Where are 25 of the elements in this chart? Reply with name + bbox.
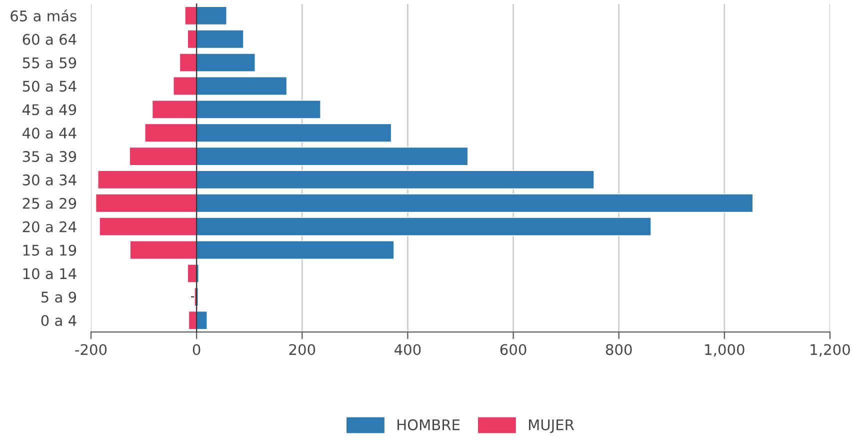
y-tick-label: 50 a 54: [22, 80, 76, 92]
y-tick-label: 65 a más: [10, 10, 76, 22]
y-tick-label: 45 a 49: [22, 104, 76, 116]
legend-label: HOMBRE: [398, 419, 460, 430]
y-tick-label: 20 a 24: [22, 221, 76, 232]
y-tick-label: 55 a 59: [22, 57, 76, 68]
y-tick-label: 0 a 4: [41, 315, 76, 326]
x-tick-label: 200: [289, 344, 316, 356]
y-tick-label: 35 a 39: [22, 151, 76, 162]
y-tick-label: 10 a 14: [23, 268, 76, 280]
y-tick-label: 40 a 44: [22, 128, 76, 139]
legend-label: MUJER: [529, 419, 574, 434]
x-tick-label: 0: [192, 344, 200, 356]
y-tick-label: 15 a 19: [23, 244, 76, 256]
bar: [187, 264, 197, 283]
x-tick-label: -200: [75, 344, 107, 356]
x-tick-label: 600: [500, 344, 526, 356]
x-tick-label: 1,200: [810, 344, 850, 357]
y-tick-label: 25 a 29: [22, 198, 76, 209]
y-tick-label: 5 a 9: [41, 292, 76, 303]
x-tick-label: 1,000: [705, 344, 744, 357]
y-tick-label: 60 a 64: [22, 34, 76, 45]
y-tick-label: 30 a 34: [22, 174, 76, 186]
x-tick-label: 800: [606, 344, 632, 356]
x-tick-label: 400: [394, 344, 421, 356]
